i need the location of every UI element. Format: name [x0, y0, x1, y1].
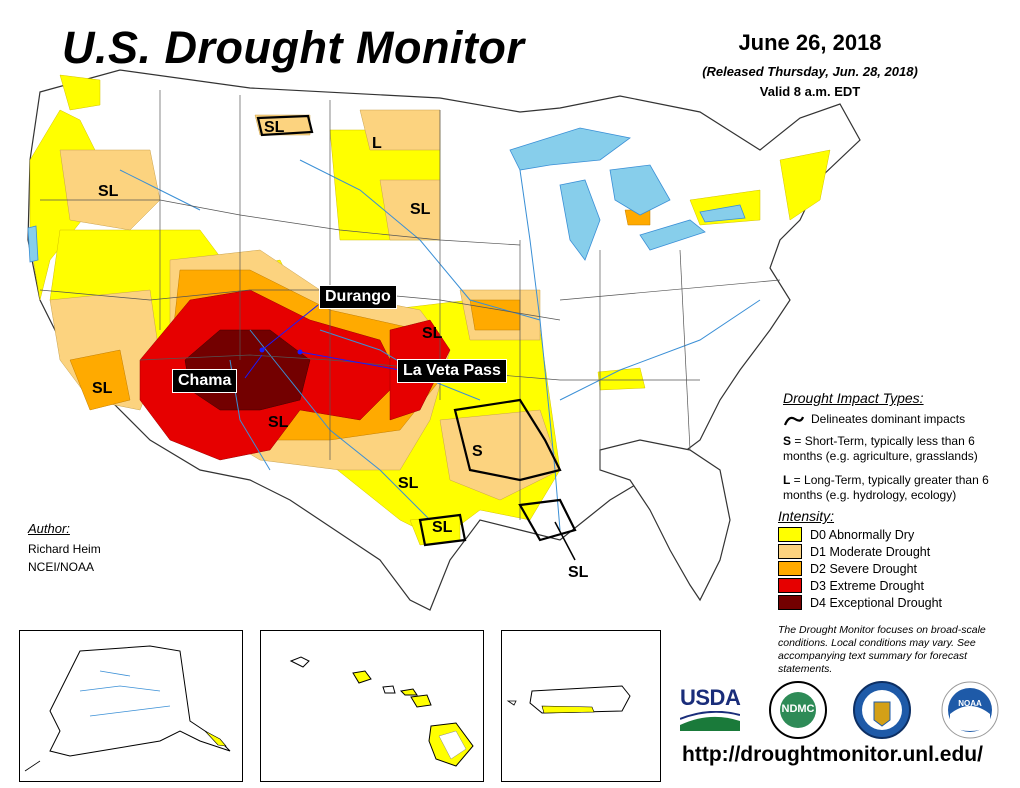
- ndmc-seal-icon: [769, 681, 827, 739]
- impact-label: L: [372, 135, 382, 152]
- impact-label: SL: [98, 183, 119, 200]
- puerto-rico-inset: [501, 630, 661, 782]
- long-term-letter: L: [783, 473, 791, 487]
- author-org: NCEI/NOAA: [28, 560, 95, 574]
- swatch-d2: [778, 561, 802, 576]
- intensity-row-d1: D1 Moderate Drought: [778, 543, 942, 560]
- swatch-d0: [778, 527, 802, 542]
- delineates-row: Delineates dominant impacts: [783, 412, 965, 427]
- swatch-d4: [778, 595, 802, 610]
- callout-pointers: [244, 304, 401, 379]
- usda-hills-icon: [679, 710, 741, 731]
- usda-logo: USDA: [679, 685, 741, 735]
- florida-land: [599, 439, 731, 602]
- intensity-legend: D0 Abnormally Dry D1 Moderate Drought D2…: [778, 526, 942, 611]
- impact-label: SL: [410, 201, 431, 218]
- noaa-wordmark: NOAA: [958, 699, 982, 708]
- alaska-map: [24, 645, 231, 772]
- impact-label: SL: [432, 519, 453, 536]
- state-borders: [39, 90, 781, 520]
- short-term-def: S = Short-Term, typically less than 6 mo…: [783, 434, 1008, 464]
- intensity-row-d3: D3 Extreme Drought: [778, 577, 942, 594]
- puerto-rico-map: [506, 685, 631, 714]
- website-url[interactable]: http://droughtmonitor.unl.edu/: [682, 743, 983, 766]
- impact-labels: SL L SL SL SL SL SL S SL SL SL: [92, 119, 589, 581]
- usda-wordmark: USDA: [680, 685, 741, 710]
- sl-pointer: [554, 521, 576, 561]
- valid-time: Valid 8 a.m. EDT: [759, 84, 861, 99]
- noaa-seal-icon: [941, 681, 999, 739]
- impact-label: S: [472, 443, 483, 460]
- long-term-def: L = Long-Term, typically greater than 6 …: [783, 473, 1008, 503]
- hawaii-inset: [260, 630, 484, 782]
- disclaimer-note: The Drought Monitor focuses on broad-sca…: [778, 624, 986, 675]
- callout-la-veta-pass: La Veta Pass: [397, 359, 507, 383]
- great-lakes: [27, 127, 746, 263]
- impact-label: SL: [268, 414, 289, 431]
- impact-label: SL: [422, 325, 443, 342]
- hawaii-map: [289, 656, 474, 767]
- swatch-d1: [778, 544, 802, 559]
- intensity-label: D0 Abnormally Dry: [810, 527, 915, 542]
- impact-legend-title: Drought Impact Types:: [783, 390, 924, 406]
- intensity-row-d2: D2 Severe Drought: [778, 560, 942, 577]
- commerce-seal-icon: [853, 681, 911, 739]
- impact-boundaries: [256, 114, 577, 547]
- swatch-d3: [778, 578, 802, 593]
- ndmc-logo: NDMC: [768, 680, 828, 740]
- intensity-label: D4 Exceptional Drought: [810, 595, 943, 610]
- map-date: June 26, 2018: [738, 30, 882, 55]
- impact-line-icon: [783, 416, 805, 425]
- short-term-letter: S: [783, 434, 792, 448]
- impact-label: SL: [92, 380, 113, 397]
- intensity-row-d0: D0 Abnormally Dry: [778, 526, 942, 543]
- long-term-text: = Long-Term, typically greater than 6 mo…: [783, 473, 989, 502]
- intensity-row-d4: D4 Exceptional Drought: [778, 594, 942, 611]
- map-title: U.S. Drought Monitor: [62, 22, 525, 73]
- intensity-label: D2 Severe Drought: [810, 561, 918, 576]
- release-date: (Released Thursday, Jun. 28, 2018): [702, 64, 918, 79]
- intensity-label: D1 Moderate Drought: [810, 544, 931, 559]
- callout-durango: Durango: [319, 285, 397, 309]
- intensity-legend-title: Intensity:: [778, 508, 835, 524]
- alaska-inset: [19, 630, 243, 782]
- ndmc-wordmark: NDMC: [781, 703, 815, 715]
- impact-label: SL: [568, 564, 589, 581]
- callout-chama: Chama: [172, 369, 238, 393]
- intensity-label: D3 Extreme Drought: [810, 578, 924, 593]
- commerce-logo: [852, 680, 912, 740]
- noaa-logo: NOAA: [940, 680, 1000, 740]
- impact-label: SL: [398, 475, 419, 492]
- impact-label: SL: [264, 119, 285, 136]
- author-label: Author:: [28, 521, 70, 536]
- delineates-text: Delineates dominant impacts: [811, 412, 966, 426]
- author-name: Richard Heim: [28, 542, 101, 556]
- short-term-text: = Short-Term, typically less than 6 mont…: [783, 434, 978, 463]
